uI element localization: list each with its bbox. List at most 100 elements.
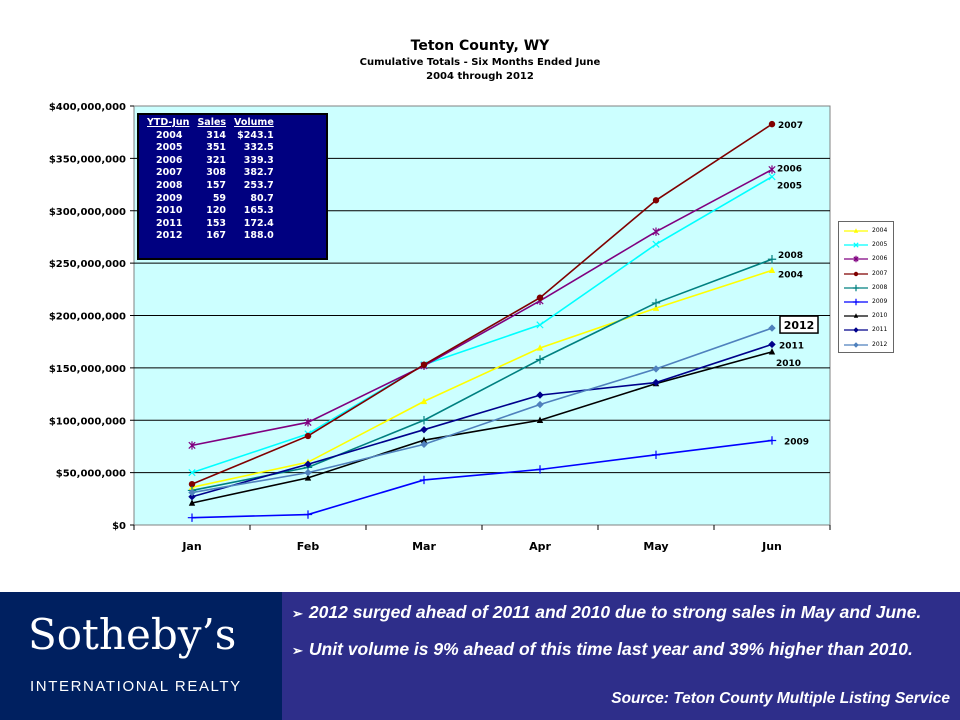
data-point [853,256,859,263]
series-line [191,176,773,474]
summary-row: 2010 120 165.3 [145,205,280,218]
end-label: 2005 [777,182,802,192]
bullet-1: ➢ 2012 surged ahead of 2011 and 2010 due … [292,602,921,623]
chart-subtitle-years: 2004 through 2012 [426,71,534,82]
data-point [420,425,428,434]
data-point [535,465,545,474]
summary-row: 2004 314 $243.1 [145,130,280,143]
legend-swatch [844,298,868,306]
data-point [420,440,428,449]
end-label: 2011 [779,341,804,351]
y-tick-label: $200,000,000 [49,312,126,323]
data-point [652,365,660,373]
summary-cell: 120 [206,205,227,217]
summary-cell: 2012 [155,230,183,242]
y-tick-label: $150,000,000 [49,364,126,375]
series-2007 [188,120,776,488]
y-tick-label: $400,000,000 [49,102,126,113]
data-point [420,436,428,443]
series-2009 [187,436,777,522]
data-point [853,271,859,276]
legend-swatch [844,271,868,276]
data-point [303,510,313,519]
x-tick-label: Mar [412,540,436,553]
legend-label: 2006 [872,255,888,263]
chart-legend: 2004 2005 2006 2007 2008 2009 2010 2011 2012 [838,221,894,353]
series-line [191,327,773,494]
brand-name: Sotheby’s [28,610,237,659]
data-point [536,391,544,399]
data-point [652,378,660,387]
series-line [191,269,773,489]
data-point [304,432,312,440]
summary-row: 2007 308 382.7 [145,167,280,180]
y-tick-label: $0 [112,521,126,532]
summary-table: YTD-Jun Sales Volume 2004 314 $243.1 2005 351 3… [137,113,328,260]
legend-label: 2004 [872,227,888,234]
summary-cell: 59 [212,192,227,204]
chart-title: Teton County, WY [410,38,550,54]
legend-swatch [844,313,868,318]
summary-cell: 2009 [155,192,183,204]
legend-swatch [844,284,868,291]
data-point [188,469,196,477]
data-point [420,361,428,368]
data-point [536,294,544,301]
end-label: 2009 [784,437,809,447]
data-point [420,397,428,405]
data-point [767,255,777,264]
bullet-2-text: Unit volume is 9% ahead of this time las… [308,639,913,659]
legend-item: 2008 [842,283,894,295]
data-point [853,242,859,248]
data-point [852,284,860,291]
series-line [191,258,773,492]
summary-cell: 2006 [155,154,183,166]
legend-item: 2006 [842,254,894,266]
summary-row: 2011 153 172.4 [145,218,280,231]
data-point [853,341,859,348]
data-point [853,327,859,334]
source-note: Source: Teton County Multiple Listing Se… [611,690,950,707]
data-point [304,418,312,427]
end-label: 2008 [778,251,803,261]
line-chart: $0 $50,000,000 $100,000,000 $150,000,000 $20… [49,102,831,553]
summary-cell: 2008 [155,179,183,191]
summary-header: YTD-Jun [147,117,190,128]
legend-item: 2012 [842,340,894,352]
data-point [652,304,660,311]
summary-cell: 332.5 [243,142,274,154]
series-line [191,343,773,498]
data-point [304,468,312,477]
data-point [853,313,859,318]
data-point [652,227,660,236]
x-tick-label: Jan [181,540,201,553]
summary-cell: 308 [206,167,227,179]
series-line [191,439,773,519]
x-tick-label: Apr [529,540,551,553]
legend-item: 2010 [842,311,894,323]
summary-row: 2008 157 253.7 [145,180,280,193]
data-point [536,416,544,423]
arrow-bullet-icon: ➢ [292,643,303,658]
x-tick-label: Feb [297,540,320,553]
x-tick-label: May [643,540,668,553]
summary-cell: 188.0 [243,230,274,242]
summary-cell: 2007 [155,167,183,179]
summary-cell: 153 [206,217,227,229]
series-line [191,123,773,485]
data-point [536,344,544,351]
y-tick-label: $50,000,000 [56,469,126,480]
summary-cell: 339.3 [243,154,274,166]
summary-cell: 2011 [155,217,183,229]
bullet-2: ➢ Unit volume is 9% ahead of this time la… [292,639,913,660]
data-point [768,340,776,349]
summary-cell: $243.1 [237,129,274,141]
summary-cell: 167 [206,230,227,242]
end-label: 2010 [776,359,801,369]
data-point [419,475,429,485]
legend-swatch [844,341,868,348]
data-point [304,474,312,481]
summary-cell: 321 [206,154,227,166]
data-point [652,197,660,204]
y-tick-label: $350,000,000 [49,154,126,165]
